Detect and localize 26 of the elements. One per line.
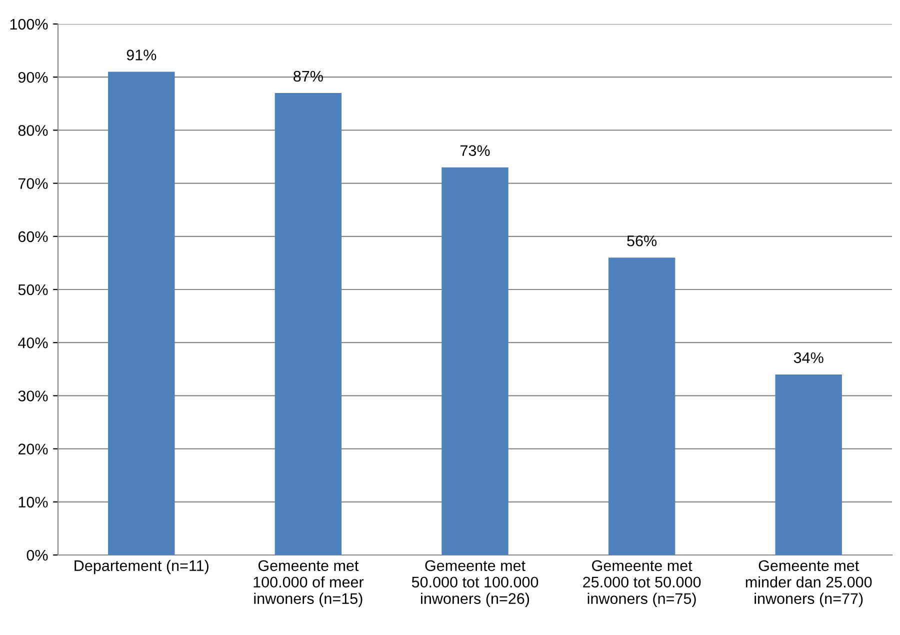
data-label: 91% <box>126 50 156 60</box>
y-tick-label: 50% <box>18 284 48 296</box>
data-label: 56% <box>627 235 657 246</box>
y-tick-label: 90% <box>18 72 48 83</box>
x-tick-label: Gemeente met minder dan 25.000 inwoners (n=77) <box>746 560 872 608</box>
y-tick-label: 30% <box>18 390 48 402</box>
data-label: 34% <box>794 352 824 364</box>
bar <box>608 258 676 555</box>
x-tick-label: Gemeente met 100.000 of meer inwoners (n=15) <box>254 560 364 608</box>
y-tick-label: 60% <box>18 231 48 242</box>
y-tick-label: 100% <box>10 18 48 30</box>
y-tick-label: 40% <box>18 337 48 348</box>
x-tick-label: Gemeente met 50.000 tot 100.000 inwoners (n=26) <box>412 560 538 608</box>
bar <box>442 167 508 555</box>
bar <box>274 93 342 555</box>
y-tick-label: 80% <box>18 125 48 136</box>
bar <box>775 374 842 555</box>
y-tick-label: 70% <box>18 178 48 189</box>
x-tick-label: Gemeente met 25.000 tot 50.000 inwoners (n=75) <box>583 560 701 608</box>
data-label: 73% <box>460 145 490 156</box>
data-label: 87% <box>294 70 323 82</box>
y-tick-label: 20% <box>18 444 48 454</box>
y-tick-label: 0% <box>26 550 48 561</box>
y-tick-label: 10% <box>18 496 48 508</box>
bar <box>108 72 175 555</box>
x-tick-label: Departement (n=11) <box>74 560 208 574</box>
